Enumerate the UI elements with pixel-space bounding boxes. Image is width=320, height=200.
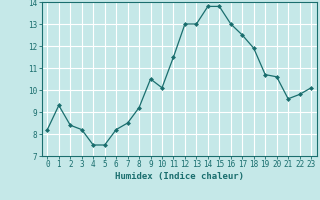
- X-axis label: Humidex (Indice chaleur): Humidex (Indice chaleur): [115, 172, 244, 181]
